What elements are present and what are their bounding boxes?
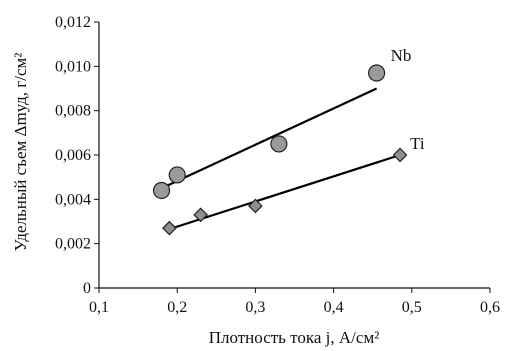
x-tick-label: 0,2 xyxy=(167,299,187,316)
x-tick-label: 0,4 xyxy=(324,299,344,316)
y-tick-label: 0,002 xyxy=(55,236,91,253)
y-ticks: 0 0,002 0,004 0,006 0,008 0,010 0,012 xyxy=(55,14,99,297)
x-tick-label: 0,1 xyxy=(89,299,109,316)
data-point-ti xyxy=(248,198,263,214)
data-point-ti xyxy=(193,207,209,223)
data-point-nb xyxy=(168,166,186,184)
trendline-nb xyxy=(161,87,378,190)
x-tick-label: 0,5 xyxy=(402,299,422,316)
series-labels: Nb Ti xyxy=(391,46,425,153)
y-tick-label: 0,006 xyxy=(55,147,91,164)
x-ticks: 0,1 0,2 0,3 0,4 0,5 0,6 xyxy=(89,288,500,316)
data-points xyxy=(152,64,408,236)
x-tick-label: 0,3 xyxy=(245,299,265,316)
data-point-nb xyxy=(270,135,288,153)
y-tick-label: 0 xyxy=(83,280,91,297)
y-axis-title: Удельный съем Δmуд, г/см² xyxy=(11,53,30,252)
data-point-nb xyxy=(152,181,171,200)
y-tick-label: 0,012 xyxy=(55,14,91,31)
series-label-nb: Nb xyxy=(391,46,412,65)
y-tick-label: 0,010 xyxy=(55,58,91,75)
data-point-nb xyxy=(368,64,386,82)
x-axis-title: Плотность тока j, А/см² xyxy=(209,328,380,347)
x-tick-label: 0,6 xyxy=(480,299,500,316)
y-tick-label: 0,008 xyxy=(55,103,91,120)
trendlines xyxy=(161,87,401,232)
series-label-ti: Ti xyxy=(410,134,425,153)
data-point-ti xyxy=(162,220,177,236)
data-point-ti xyxy=(392,147,408,163)
axes xyxy=(98,22,490,289)
y-tick-label: 0,004 xyxy=(55,191,91,208)
